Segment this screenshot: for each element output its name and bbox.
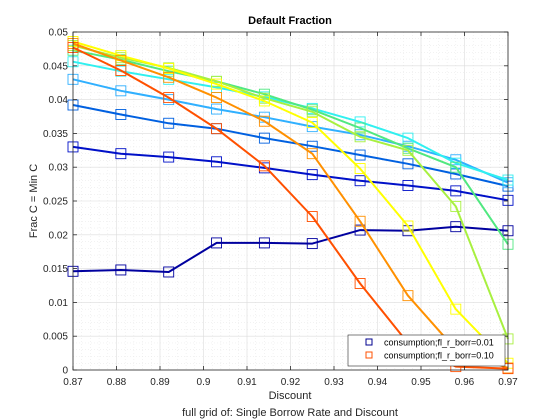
series-8-point: [211, 78, 223, 90]
series-3-point: [258, 132, 270, 144]
series-5-point: [354, 116, 366, 128]
series-1-point: [163, 266, 175, 278]
series-4-line: [72, 78, 509, 184]
x-tick-label: 0.91: [237, 377, 257, 388]
series-7-point: [402, 144, 414, 156]
x-tick-label: 0.89: [150, 377, 170, 388]
series-9-point: [402, 290, 414, 302]
y-axis-tick-labels: 0 0.005 0.01 0.015 0.02 0.025 0.03 0.035 0.04 0.0…: [43, 28, 68, 377]
series-6-point: [450, 161, 462, 173]
series-1-point: [115, 264, 127, 276]
series-4-point: [115, 85, 127, 97]
x-tick-label: 0.95: [411, 377, 431, 388]
series-2-point: [163, 151, 175, 163]
x-tick-label: 0.92: [281, 377, 301, 388]
x-tick-label: 0.9: [197, 377, 211, 388]
series-6-line: [72, 49, 509, 245]
x-tick-label: 0.93: [324, 377, 344, 388]
series-3-point: [115, 109, 127, 120]
series-8-point: [163, 63, 175, 74]
axis-ticks: [72, 31, 509, 371]
series-3-point: [163, 117, 175, 129]
series-1-point: [306, 238, 318, 250]
series-2-point: [211, 156, 223, 168]
y-tick-label: 0.025: [43, 197, 68, 208]
series-9-point: [258, 115, 270, 127]
series-2-point: [306, 169, 318, 181]
legend-entry-2: consumption;fl_r_borr=0.10: [384, 351, 494, 361]
y-tick-label: 0.02: [49, 230, 69, 241]
series-9-point: [306, 148, 318, 160]
series-2-point: [402, 180, 414, 191]
series-8-point: [450, 303, 462, 315]
chart-title: Default Fraction: [248, 15, 332, 27]
series-1-point: [211, 237, 223, 249]
x-tick-label: 0.88: [107, 377, 127, 388]
y-tick-label: 0: [62, 366, 68, 377]
x-tick-label: 0.94: [368, 377, 388, 388]
series-1-point: [258, 237, 270, 249]
series-9-point: [163, 71, 175, 83]
series-1-line: [72, 225, 509, 273]
series-3-point: [354, 149, 366, 161]
x-axis-label: Discount: [269, 390, 312, 402]
series-3-point: [402, 158, 414, 170]
series-2-line: [72, 145, 509, 202]
y-tick-label: 0.04: [49, 95, 69, 106]
series-2-point: [354, 175, 366, 187]
legend-marker-2: [365, 351, 373, 359]
y-tick-label: 0.01: [49, 298, 69, 309]
x-tick-label: 0.87: [63, 377, 83, 388]
series-3-line: [72, 104, 509, 188]
legend-box: [347, 334, 506, 367]
y-tick-label: 0.03: [49, 163, 69, 174]
series-10-point: [163, 92, 175, 104]
series-8-point: [402, 220, 414, 232]
series-layer: [67, 36, 514, 375]
series-8-point: [306, 117, 318, 129]
y-axis-label: Frac C = Min C: [28, 164, 40, 238]
series-3-point: [306, 140, 318, 152]
series-7-point: [450, 200, 462, 212]
series-9-line: [72, 42, 509, 369]
y-tick-label: 0.035: [43, 129, 68, 140]
series-6-point: [354, 122, 366, 134]
y-tick-label: 0.05: [49, 28, 69, 39]
series-8-line: [72, 40, 509, 364]
series-9-point: [211, 92, 223, 104]
series-8-point: [354, 163, 366, 175]
series-7-point: [306, 106, 318, 118]
series-10-point: [354, 278, 366, 289]
legend-entry-1: consumption;fl_r_borr=0.01: [384, 338, 494, 348]
x-tick-label: 0.97: [498, 377, 518, 388]
x-tick-label: 0.96: [455, 377, 475, 388]
series-9-point: [354, 215, 366, 227]
legend-marker-1: [365, 338, 373, 346]
series-1-point: [450, 221, 462, 233]
series-4-point: [211, 103, 223, 115]
y-tick-label: 0.045: [43, 61, 68, 72]
y-tick-label: 0.015: [43, 264, 68, 275]
series-10-point: [306, 211, 318, 222]
series-10-point: [258, 160, 270, 172]
series-10-point: [115, 65, 127, 76]
series-10-point: [211, 123, 223, 135]
series-7-point: [354, 131, 366, 143]
series-8-point: [258, 95, 270, 107]
x-axis-tick-labels: 0.87 0.88 0.89 0.9 0.91 0.92 0.93 0.94 0.95 0.96 0…: [63, 377, 518, 388]
y-tick-label: 0.005: [43, 332, 68, 343]
legend: consumption;fl_r_borr=0.01 consumption;f…: [347, 334, 506, 367]
series-2-point: [115, 148, 127, 160]
figure-caption: full grid of: Single Borrow Rate and Dis…: [182, 407, 398, 419]
series-2-point: [450, 185, 462, 197]
